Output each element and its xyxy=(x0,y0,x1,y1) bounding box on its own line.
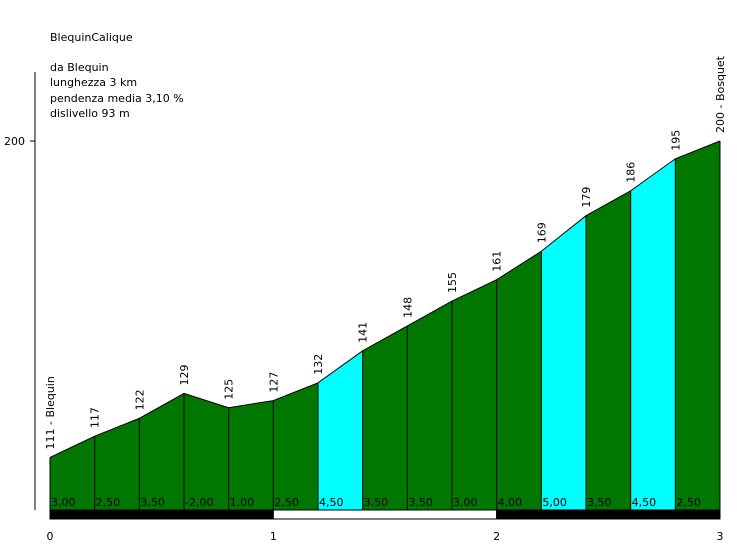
profile-segment-8 xyxy=(407,301,452,510)
elevation-label-10: 161 xyxy=(491,251,504,272)
elevation-label-7: 141 xyxy=(357,322,370,343)
elevation-label-1: 117 xyxy=(89,407,102,428)
gradient-label-1: 2,50 xyxy=(96,496,121,509)
gradient-label-6: 4,50 xyxy=(319,496,344,509)
elevation-label-8: 148 xyxy=(401,297,414,318)
x-tick-label-2: 2 xyxy=(493,530,500,543)
elevation-label-14: 195 xyxy=(669,130,682,151)
gradient-label-0: 3,00 xyxy=(51,496,76,509)
route-length: lunghezza 3 km xyxy=(50,76,138,89)
elevation-label-3: 129 xyxy=(178,364,191,385)
gradient-label-14: 2,50 xyxy=(676,496,701,509)
x-tick-label-3: 3 xyxy=(717,530,724,543)
elevation-label-5: 127 xyxy=(267,372,280,393)
gradient-label-9: 3,00 xyxy=(453,496,478,509)
x-tick-label-1: 1 xyxy=(270,530,277,543)
profile-segment-6 xyxy=(318,350,363,510)
start-location: da Blequin xyxy=(50,61,109,74)
gradient-label-8: 3,50 xyxy=(408,496,433,509)
profile-segment-2 xyxy=(139,393,184,510)
profile-segment-9 xyxy=(452,279,497,510)
gradient-label-11: 5,00 xyxy=(542,496,567,509)
elevation-label-0: 111 - Blequin xyxy=(44,376,57,449)
profile-segment-4 xyxy=(228,400,274,510)
profile-segment-7 xyxy=(362,325,408,510)
profile-segment-10 xyxy=(496,251,542,510)
profile-segment-3 xyxy=(184,393,229,510)
profile-segment-5 xyxy=(273,382,318,510)
x-tick-label-0: 0 xyxy=(47,530,54,543)
profile-segment-12 xyxy=(586,190,631,510)
gradient-label-2: 3,50 xyxy=(140,496,165,509)
elevation-label-12: 179 xyxy=(580,187,593,208)
profile-segment-0 xyxy=(50,436,95,510)
elevation-label-6: 132 xyxy=(312,354,325,375)
gradient-label-3: -2,00 xyxy=(185,496,213,509)
average-gradient: pendenza media 3,10 % xyxy=(50,92,184,105)
elevation-label-2: 122 xyxy=(133,389,146,410)
gradient-label-12: 3,50 xyxy=(587,496,612,509)
profile-title: BlequinCalique xyxy=(50,31,133,44)
elevation-gain: dislivello 93 m xyxy=(50,107,130,120)
profile-segment-11 xyxy=(541,215,586,510)
elevation-label-9: 155 xyxy=(446,272,459,293)
elevation-label-4: 125 xyxy=(223,379,236,400)
gradient-label-13: 4,50 xyxy=(632,496,657,509)
profile-segment-14 xyxy=(675,141,720,510)
elevation-label-15: 200 - Bosquet xyxy=(714,55,727,133)
profile-segment-13 xyxy=(630,158,676,510)
km-bar-0 xyxy=(49,509,274,520)
profile-line xyxy=(49,140,721,458)
gradient-label-7: 3,50 xyxy=(364,496,389,509)
gradient-label-10: 4,00 xyxy=(498,496,522,509)
km-bar-1 xyxy=(272,509,498,520)
km-bar-2 xyxy=(496,509,721,520)
elevation-label-13: 186 xyxy=(625,162,638,183)
gradient-label-4: 1,00 xyxy=(230,496,255,509)
gradient-label-5: 2,50 xyxy=(274,496,299,509)
elevation-label-11: 169 xyxy=(535,222,548,243)
profile-segment-1 xyxy=(94,418,140,510)
y-tick-label-0: 200 xyxy=(4,135,25,148)
